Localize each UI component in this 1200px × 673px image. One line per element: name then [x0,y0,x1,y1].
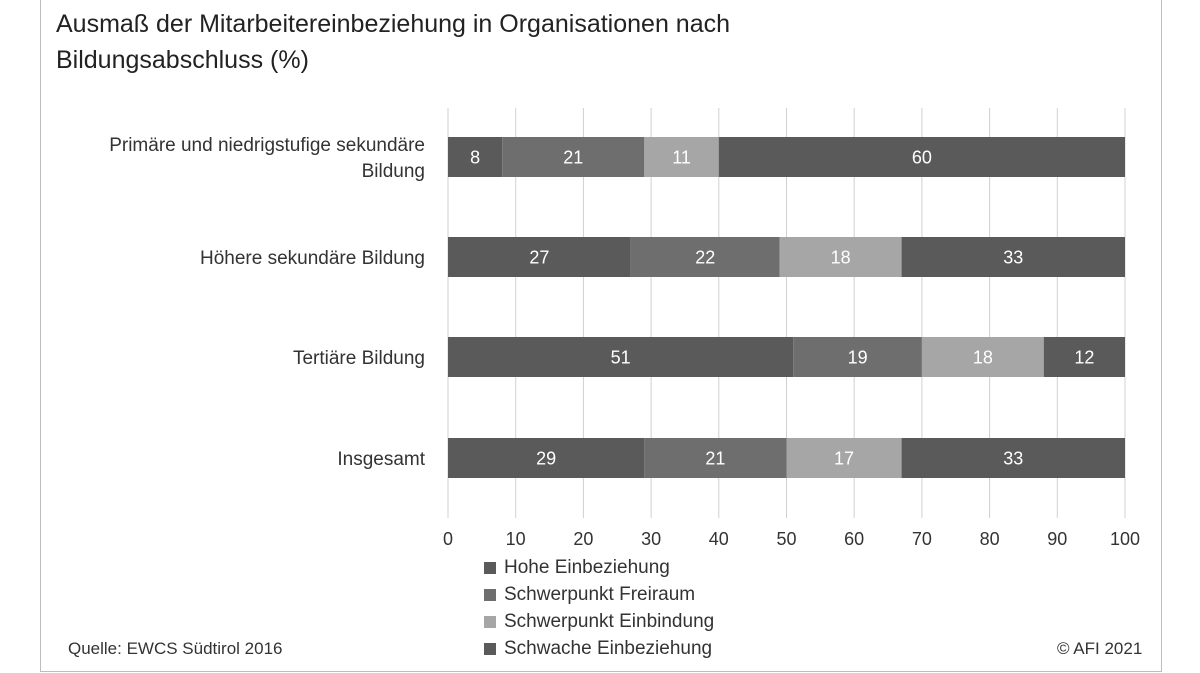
category-label: Tertiäre Bildung [293,348,425,369]
bar-value-label: 8 [470,148,480,168]
bar-segment [901,438,1125,478]
x-tick-label: 50 [776,529,796,549]
bar-segment [901,237,1125,277]
bar-segment [786,438,902,478]
bar-value-label: 11 [672,148,691,168]
bar-segment [448,237,631,277]
bar-segment [793,337,922,377]
chart-title-line-1: Ausmaß der Mitarbeitereinbeziehung in Or… [56,10,730,38]
bar-value-labels: 8 21 11 60 27 22 18 33 51 19 18 12 29 21 17 33 [470,148,1094,469]
x-tick-label: 40 [709,529,729,549]
bar-value-label: 21 [563,148,583,168]
bar-value-label: 33 [1003,248,1023,268]
chart-title-line-2: Bildungsabschluss (%) [56,46,309,74]
legend-item: Schwache Einbeziehung [484,635,714,662]
legend-swatch [484,642,496,655]
x-tick-label: 30 [641,529,661,549]
bar-value-label: 18 [831,248,851,268]
chart-frame [40,0,1162,672]
x-axis-tick-labels: 0 10 20 30 40 50 60 70 80 90 100 [443,529,1140,549]
legend-label: Hohe Einbeziehung [504,556,670,578]
copyright-note: © AFI 2021 [1057,639,1143,658]
legend-item: Hohe Einbeziehung [484,554,714,581]
stacked-bar-chart: 8 21 11 60 27 22 18 33 51 19 18 12 29 21 17 33 Primäre … [109,108,1140,549]
legend-label: Schwerpunkt Freiraum [504,583,696,605]
source-note: Quelle: EWCS Südtirol 2016 [68,639,283,658]
bar-segment [448,438,645,478]
bar-segment [921,337,1044,377]
x-tick-label: 10 [506,529,526,549]
category-label: Bildung [362,161,425,182]
bar-value-label: 29 [536,449,556,469]
legend-item: Schwerpunkt Einbindung [484,608,714,635]
x-tick-label: 20 [573,529,593,549]
bar-value-label: 33 [1003,449,1023,469]
bar-segment [630,237,780,277]
category-label: Insgesamt [337,449,425,470]
bar-segment [644,438,787,478]
bar-segment [448,137,503,177]
bar-value-label: 12 [1074,348,1094,368]
legend-label: Schwerpunkt Einbindung [504,610,715,632]
bar-segment [1043,337,1125,377]
bars [448,137,1125,478]
x-tick-label: 100 [1110,529,1140,549]
bar-value-label: 17 [834,449,854,469]
x-tick-label: 60 [844,529,864,549]
bar-segment [448,337,794,377]
bar-segment [718,137,1125,177]
legend-label: Schwache Einbeziehung [504,637,713,659]
bar-value-label: 22 [695,248,715,268]
category-label: Primäre und niedrigstufige sekundäre [109,135,425,156]
bar-value-label: 19 [848,348,868,368]
bar-value-label: 18 [973,348,993,368]
bar-value-label: 60 [912,148,932,168]
bar-value-label: 51 [611,348,631,368]
x-tick-label: 90 [1047,529,1067,549]
bar-segment [502,137,645,177]
bar-segment [644,137,719,177]
bar-value-label: 21 [705,449,725,469]
x-tick-label: 80 [980,529,1000,549]
category-labels: Primäre und niedrigstufige sekundäre Bild… [109,135,426,470]
bar-segment [779,237,902,277]
bar-value-label: 27 [529,248,549,268]
x-tick-label: 70 [912,529,932,549]
chart-title: Ausmaß der Mitarbeitereinbeziehung in Or… [56,6,956,78]
category-label: Höhere sekundäre Bildung [200,248,425,269]
legend: Hohe Einbeziehung Schwerpunkt Freiraum Sch… [484,554,714,662]
legend-swatch [484,561,496,574]
legend-item: Schwerpunkt Freiraum [484,581,714,608]
legend-swatch [484,615,496,628]
x-tick-label: 0 [443,529,453,549]
legend-swatch [484,588,496,601]
